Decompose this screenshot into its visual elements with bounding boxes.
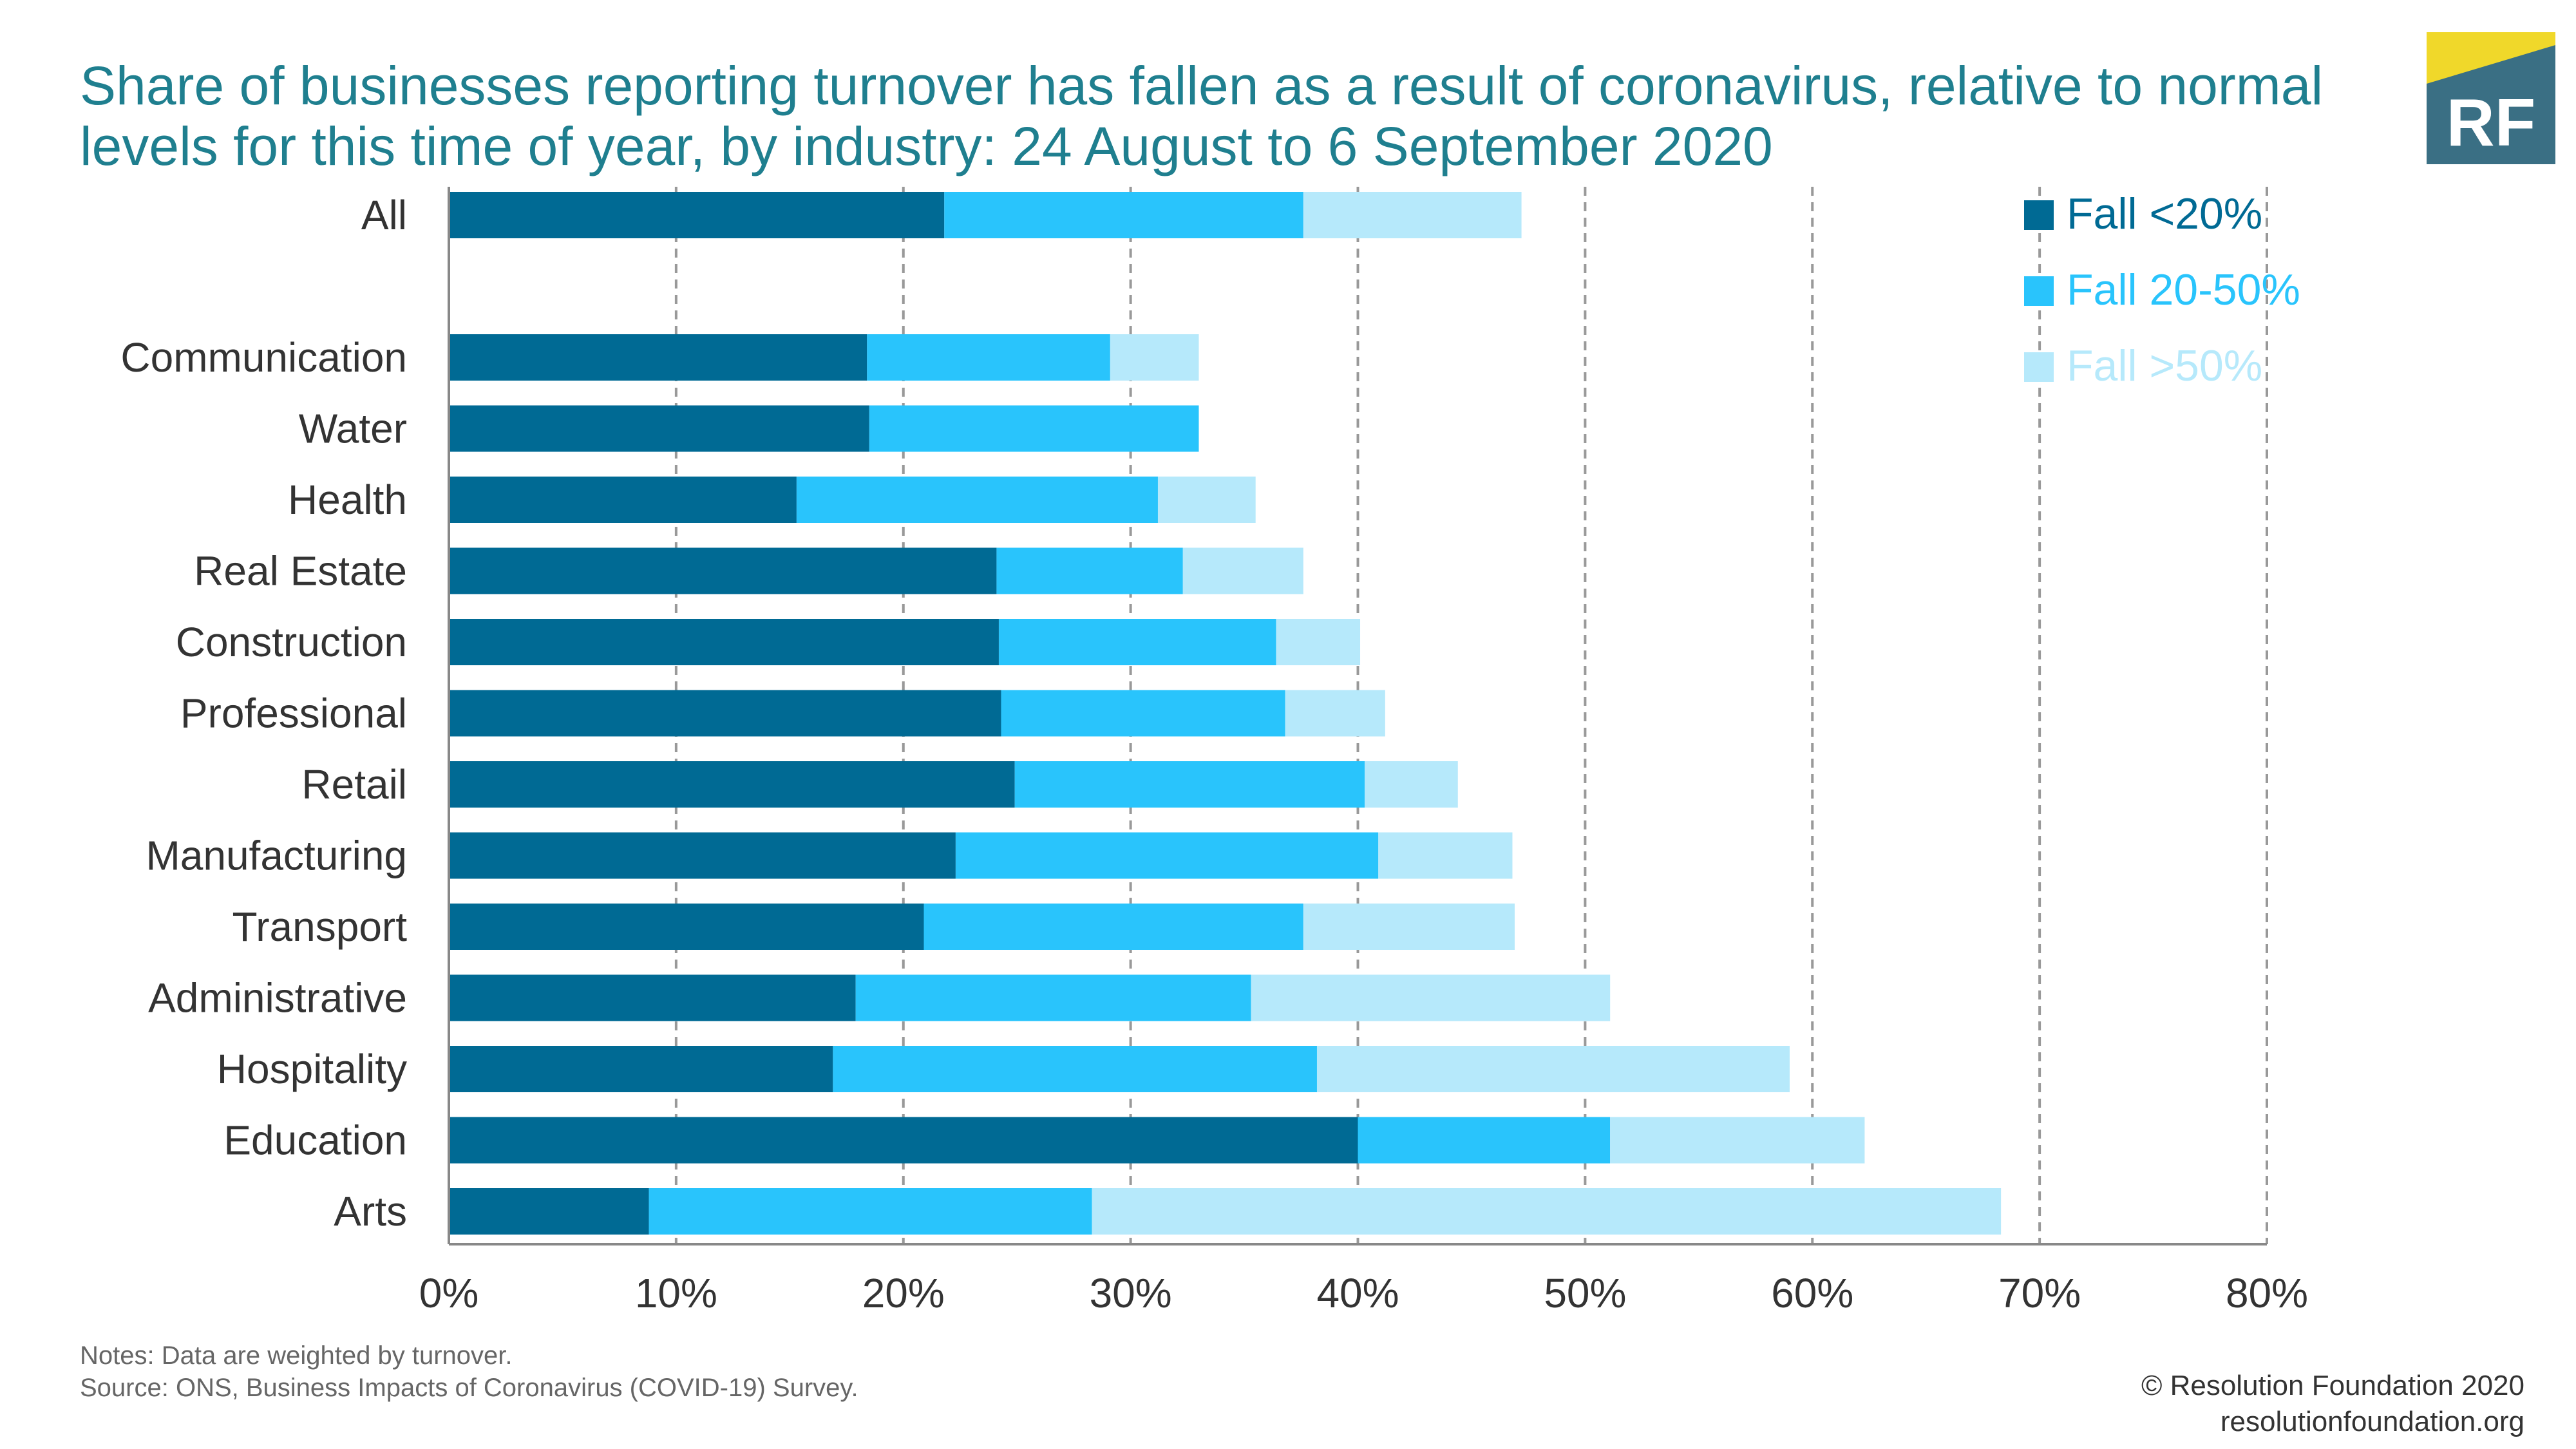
bar-segment [796, 477, 1158, 523]
category-label: Health [288, 477, 407, 523]
bar-segment [855, 974, 1251, 1021]
notes-line: Notes: Data are weighted by turnover. [80, 1341, 513, 1370]
category-label: Hospitality [217, 1046, 407, 1092]
bar-segment [449, 904, 924, 950]
x-tick-label: 60% [1771, 1270, 1853, 1316]
bar-segment [1285, 690, 1385, 737]
legend-label: Fall >50% [2067, 341, 2262, 390]
legend: Fall <20% Fall 20-50% Fall >50% [2024, 189, 2300, 390]
category-label: All [361, 192, 407, 238]
category-label: Retail [301, 761, 407, 808]
x-tick-label: 70% [1998, 1270, 2081, 1316]
category-label: Real Estate [194, 548, 407, 594]
category-label: Communication [120, 334, 407, 381]
bar-segment [944, 192, 1303, 238]
category-labels: All Communication Water Health Real Estate Co… [120, 192, 407, 1235]
category-label: Manufacturing [146, 833, 407, 879]
website-link[interactable]: resolutionfoundation.org [2220, 1406, 2524, 1437]
logo-yellow-corner [2427, 32, 2555, 84]
category-label: Professional [180, 690, 407, 737]
bar-segment [869, 405, 1199, 452]
bar-segment [449, 1188, 649, 1235]
legend-label: Fall <20% [2067, 189, 2262, 238]
legend-swatch [2024, 352, 2054, 382]
bar-segment [449, 192, 945, 238]
x-tick-label: 40% [1316, 1270, 1399, 1316]
bar-segment [449, 334, 867, 381]
bar-segment [1378, 832, 1513, 879]
bars [449, 192, 2002, 1235]
credit: © Resolution Foundation 2020 resolutionf… [2141, 1368, 2524, 1440]
bar-segment [449, 690, 1001, 737]
bar-segment [998, 619, 1276, 665]
rf-logo: RF [2427, 32, 2555, 164]
category-label: Arts [334, 1188, 407, 1235]
bar-segment [649, 1188, 1092, 1235]
bar-segment [449, 1046, 833, 1092]
bar-segment [449, 1117, 1358, 1164]
x-tick-label: 0% [419, 1270, 479, 1316]
bar-segment [996, 547, 1183, 594]
bar-segment [1110, 334, 1199, 381]
bar-segment [1157, 477, 1256, 523]
tick-labels: 0% 10% 20% 30% 40% 50% 60% 70% 80% [419, 1270, 2308, 1316]
x-tick-label: 30% [1090, 1270, 1172, 1316]
source-line: Source: ONS, Business Impacts of Coronav… [80, 1374, 858, 1402]
category-label: Construction [176, 619, 407, 665]
notes: Notes: Data are weighted by turnover. So… [80, 1340, 858, 1404]
x-tick-label: 80% [2226, 1270, 2308, 1316]
bar-segment [1014, 761, 1365, 808]
bar-segment [1358, 1117, 1611, 1164]
bar-segment [955, 832, 1379, 879]
category-label: Water [299, 406, 407, 452]
legend-label: Fall 20-50% [2067, 265, 2300, 314]
category-label: Education [223, 1117, 407, 1164]
bar-segment [1303, 192, 1522, 238]
bar-segment [923, 904, 1303, 950]
legend-swatch [2024, 276, 2054, 306]
bar-segment [449, 547, 997, 594]
bar-segment [449, 619, 999, 665]
bar-segment [449, 477, 797, 523]
x-tick-label: 50% [1544, 1270, 1626, 1316]
copyright: © Resolution Foundation 2020 [2141, 1370, 2524, 1401]
bar-segment [1276, 619, 1361, 665]
bar-segment [1365, 761, 1458, 808]
bar-segment [449, 832, 956, 879]
bar-segment [449, 405, 869, 452]
bar-segment [1251, 974, 1611, 1021]
bar-segment [1092, 1188, 2002, 1235]
axes [448, 187, 2267, 1245]
bar-segment [867, 334, 1110, 381]
category-label: Administrative [148, 975, 407, 1021]
bar-segment [1001, 690, 1285, 737]
bar-segment [449, 974, 856, 1021]
x-tick-label: 20% [862, 1270, 945, 1316]
category-label: Transport [232, 904, 408, 950]
bar-segment [833, 1046, 1317, 1092]
logo-text: RF [2447, 86, 2536, 160]
chart-title: Share of businesses reporting turnover h… [80, 55, 2324, 176]
bar-segment [1316, 1046, 1790, 1092]
legend-swatch [2024, 200, 2054, 230]
bar-segment [449, 761, 1015, 808]
bar-segment [1303, 904, 1515, 950]
bar-segment [1610, 1117, 1865, 1164]
bar-segment [1182, 547, 1303, 594]
x-tick-label: 10% [635, 1270, 717, 1316]
